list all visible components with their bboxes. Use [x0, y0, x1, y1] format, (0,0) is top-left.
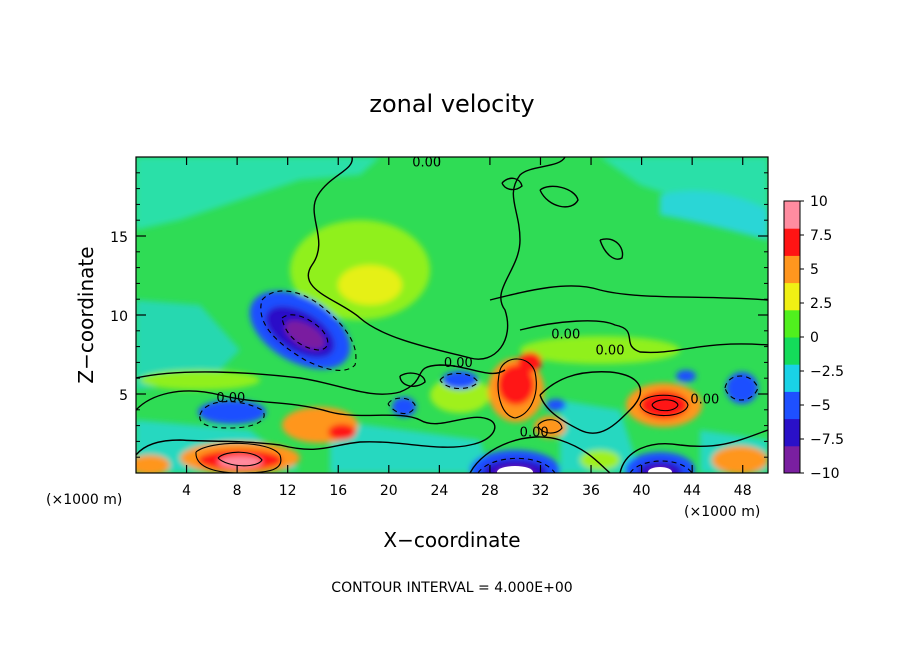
colorbar-segment	[784, 282, 800, 311]
x-tick-label: 48	[734, 483, 752, 499]
contour-label: 0.00	[520, 426, 549, 441]
field-region	[140, 370, 260, 390]
colorbar-tick-label: −2.5	[810, 364, 844, 380]
field-region	[497, 466, 533, 473]
contour-label: 0.00	[444, 356, 473, 371]
contour-line	[489, 285, 768, 301]
y-tick-label: 10	[110, 309, 128, 325]
colorbar-tick-label: −7.5	[810, 432, 844, 448]
colorbar-tick-label: 7.5	[810, 228, 832, 244]
contour-line-positive	[651, 399, 679, 412]
field-region	[136, 455, 170, 473]
colorbar-segment	[784, 228, 800, 256]
contour-line-positive	[537, 419, 563, 434]
contour-line	[307, 157, 566, 360]
contour-line-negative	[439, 372, 479, 390]
x-tick-label: 12	[279, 483, 297, 499]
colorbar-segment	[784, 309, 800, 338]
y-tick-label: 5	[119, 388, 128, 404]
contour-line-negative	[724, 375, 759, 401]
field-region	[520, 336, 680, 364]
field-region	[330, 420, 490, 473]
colorbar-segment	[784, 391, 800, 420]
colorbar-tick-label: 0	[810, 330, 819, 346]
contour-label: 0.00	[216, 391, 245, 406]
field-region	[560, 400, 640, 473]
field-region	[726, 372, 758, 404]
contour-line	[619, 429, 768, 473]
y-axis: 5 10 15	[110, 172, 768, 458]
contour-label: 0.00	[412, 155, 441, 170]
field-region	[430, 377, 490, 413]
x-unit-left: (×1000 m)	[46, 492, 122, 508]
colorbar-segment	[784, 418, 800, 447]
chart-title: zonal velocity	[369, 90, 534, 118]
colorbar: 10 7.5 5 2.5 0 −2.5 −5 −7.5 −10	[783, 194, 844, 482]
x-tick-label: 40	[633, 483, 651, 499]
contour-line-positive	[195, 442, 282, 473]
contour-line	[539, 371, 642, 434]
colorbar-segment	[784, 201, 800, 229]
field-region	[712, 446, 768, 473]
x-tick-label: 44	[683, 483, 701, 499]
colorbar-tick-label: −10	[810, 466, 840, 482]
field-region	[136, 300, 240, 390]
x-axis: 4 8 12 16 20 24 28 32 36 40 44 48	[182, 157, 752, 499]
contour-line	[399, 372, 426, 387]
colorbar-segment	[784, 255, 800, 284]
field-region	[660, 190, 768, 240]
x-tick-label: 4	[182, 483, 191, 499]
field-region	[648, 467, 672, 473]
contour-label: 0.00	[596, 344, 625, 359]
x-tick-label: 24	[430, 483, 448, 499]
contour-line-negative	[387, 397, 416, 415]
contour-line	[519, 320, 768, 354]
field-region	[328, 424, 356, 440]
colorbar-segment	[784, 445, 800, 474]
field-region	[640, 391, 688, 419]
x-unit-right: (×1000 m)	[684, 504, 760, 520]
contour-line-positive	[217, 451, 263, 467]
contour-line	[469, 436, 611, 473]
field-region	[285, 320, 325, 350]
x-tick-label: 36	[582, 483, 600, 499]
colorbar-tick-label: 2.5	[810, 296, 832, 312]
x-tick-label: 16	[329, 483, 347, 499]
contour-line	[539, 185, 579, 208]
colorbar-segment	[784, 337, 800, 365]
contour-line	[136, 364, 506, 395]
x-tick-label: 32	[532, 483, 550, 499]
contour-interval-note: CONTOUR INTERVAL = 4.000E+00	[331, 580, 572, 596]
field-region	[136, 157, 380, 230]
contour-line-positive	[639, 394, 689, 417]
x-tick-label: 20	[380, 483, 398, 499]
colorbar-tick-label: 5	[810, 262, 819, 278]
x-axis-label: X−coordinate	[383, 528, 520, 552]
contour-line-negative	[281, 314, 329, 351]
colorbar-segment	[784, 364, 800, 392]
field-region	[546, 399, 566, 411]
y-tick-label: 15	[110, 230, 128, 246]
contour-label: 0.00	[551, 328, 580, 343]
y-axis-label: Z−coordinate	[74, 246, 98, 383]
contour-line	[501, 177, 523, 191]
colorbar-tick-label: −5	[810, 398, 831, 414]
field-region	[498, 365, 534, 405]
plot-area: 0.00 0.00 0.00 0.00 0.00 0.00 0.00	[136, 155, 768, 473]
contour-line-positive	[497, 358, 537, 419]
contour-label: 0.00	[690, 392, 719, 407]
field-region	[198, 400, 266, 424]
x-tick-label: 28	[481, 483, 499, 499]
colorbar-tick-label: 10	[810, 194, 828, 210]
field-region	[338, 265, 402, 305]
contour-line	[136, 390, 496, 456]
field-region	[676, 370, 696, 382]
contour-line	[599, 238, 624, 260]
x-tick-label: 8	[233, 483, 242, 499]
contour-line-negative	[260, 290, 357, 371]
field-region	[518, 352, 542, 372]
contour-line-negative	[199, 401, 265, 429]
